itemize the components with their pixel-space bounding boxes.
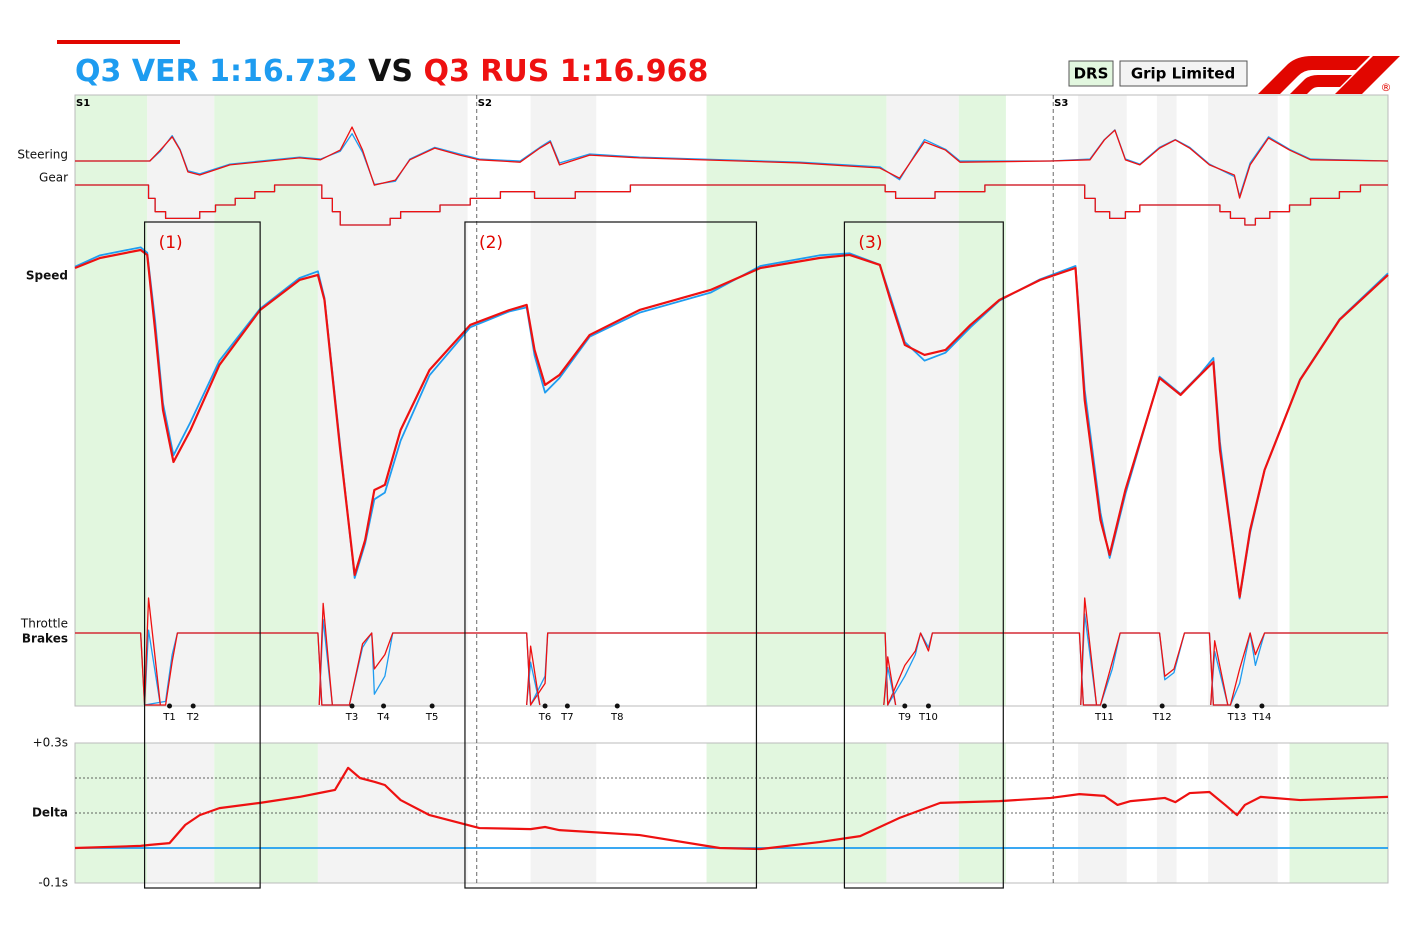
logo-mark: ®	[1381, 81, 1392, 94]
highlight-box	[143, 221, 261, 889]
zone	[1156, 95, 1177, 706]
channel-label: Throttle	[20, 617, 68, 631]
channel-label: Brakes	[22, 632, 68, 646]
zone	[1289, 95, 1388, 706]
zone	[214, 95, 318, 706]
turn-marker	[925, 703, 931, 709]
title-part: Q3 VER 1:16.732	[75, 54, 358, 89]
turn-label: T4	[376, 712, 389, 723]
highlight-box	[464, 221, 758, 889]
turn-marker	[381, 703, 387, 709]
sector-label: S3	[1054, 98, 1068, 109]
series-line	[143, 597, 1229, 706]
zone	[1208, 95, 1278, 706]
legend-swatch	[1068, 60, 1114, 87]
sector-label: S1	[76, 98, 90, 109]
channel-label: Delta	[32, 806, 68, 820]
zone	[317, 95, 468, 706]
turn-marker	[1159, 703, 1165, 709]
title-part: Q3 RUS 1:16.968	[423, 54, 708, 89]
zone	[958, 95, 1006, 706]
turn-label: T2	[186, 712, 199, 723]
turn-label: T14	[1252, 712, 1272, 723]
title-part: VS	[368, 54, 413, 89]
turn-marker	[167, 703, 173, 709]
turn-label: T3	[345, 712, 358, 723]
zone	[886, 743, 959, 883]
turn-marker	[1101, 703, 1107, 709]
y-tick-label: -0.1s	[38, 876, 68, 890]
zone	[958, 743, 1006, 883]
accent-bar	[57, 40, 180, 44]
box-label: (1)	[159, 233, 183, 253]
zone	[214, 743, 318, 883]
chart-title: Q3 VER 1:16.732 VS Q3 RUS 1:16.968	[75, 54, 708, 89]
turn-marker	[564, 703, 570, 709]
series-line	[75, 126, 1389, 199]
box-label: (2)	[479, 233, 503, 253]
turn-label: T5	[425, 712, 438, 723]
turn-label: T7	[560, 712, 573, 723]
box-label: (3)	[858, 233, 882, 253]
zone	[706, 95, 887, 706]
turn-marker	[614, 703, 620, 709]
zone	[530, 95, 597, 706]
turn-marker	[349, 703, 355, 709]
channel-label: Gear	[39, 171, 68, 185]
channel-label: Speed	[26, 269, 68, 283]
turn-marker	[542, 703, 548, 709]
turn-marker	[1234, 703, 1240, 709]
y-tick-label: +0.3s	[33, 736, 68, 750]
f1-logo	[1258, 56, 1400, 94]
turn-label: T8	[610, 712, 623, 723]
legend-label: DRS	[1074, 65, 1109, 83]
sector-label: S2	[478, 98, 492, 109]
legend-swatch	[1119, 60, 1248, 87]
highlight-box	[843, 221, 1004, 889]
turn-label: T13	[1227, 712, 1247, 723]
panel-frame	[74, 94, 1389, 707]
turn-label: T12	[1152, 712, 1172, 723]
turn-label: T9	[898, 712, 911, 723]
zone	[886, 95, 959, 706]
turn-marker	[429, 703, 435, 709]
turn-label: T1	[162, 712, 175, 723]
zone	[75, 95, 148, 706]
turn-marker	[190, 703, 196, 709]
turn-label: T6	[538, 712, 551, 723]
turn-label: T11	[1094, 712, 1114, 723]
legend-label: Grip Limited	[1131, 65, 1235, 83]
turn-label: T10	[918, 712, 938, 723]
turn-marker	[1259, 703, 1265, 709]
series-line	[74, 248, 1389, 599]
series-line	[74, 766, 1389, 851]
channel-label: Steering	[17, 148, 68, 162]
series-line	[75, 129, 1389, 197]
zone	[1078, 743, 1127, 883]
series-line	[75, 184, 1388, 226]
turn-marker	[902, 703, 908, 709]
series-line	[75, 632, 1388, 706]
background-layer	[74, 94, 1389, 884]
